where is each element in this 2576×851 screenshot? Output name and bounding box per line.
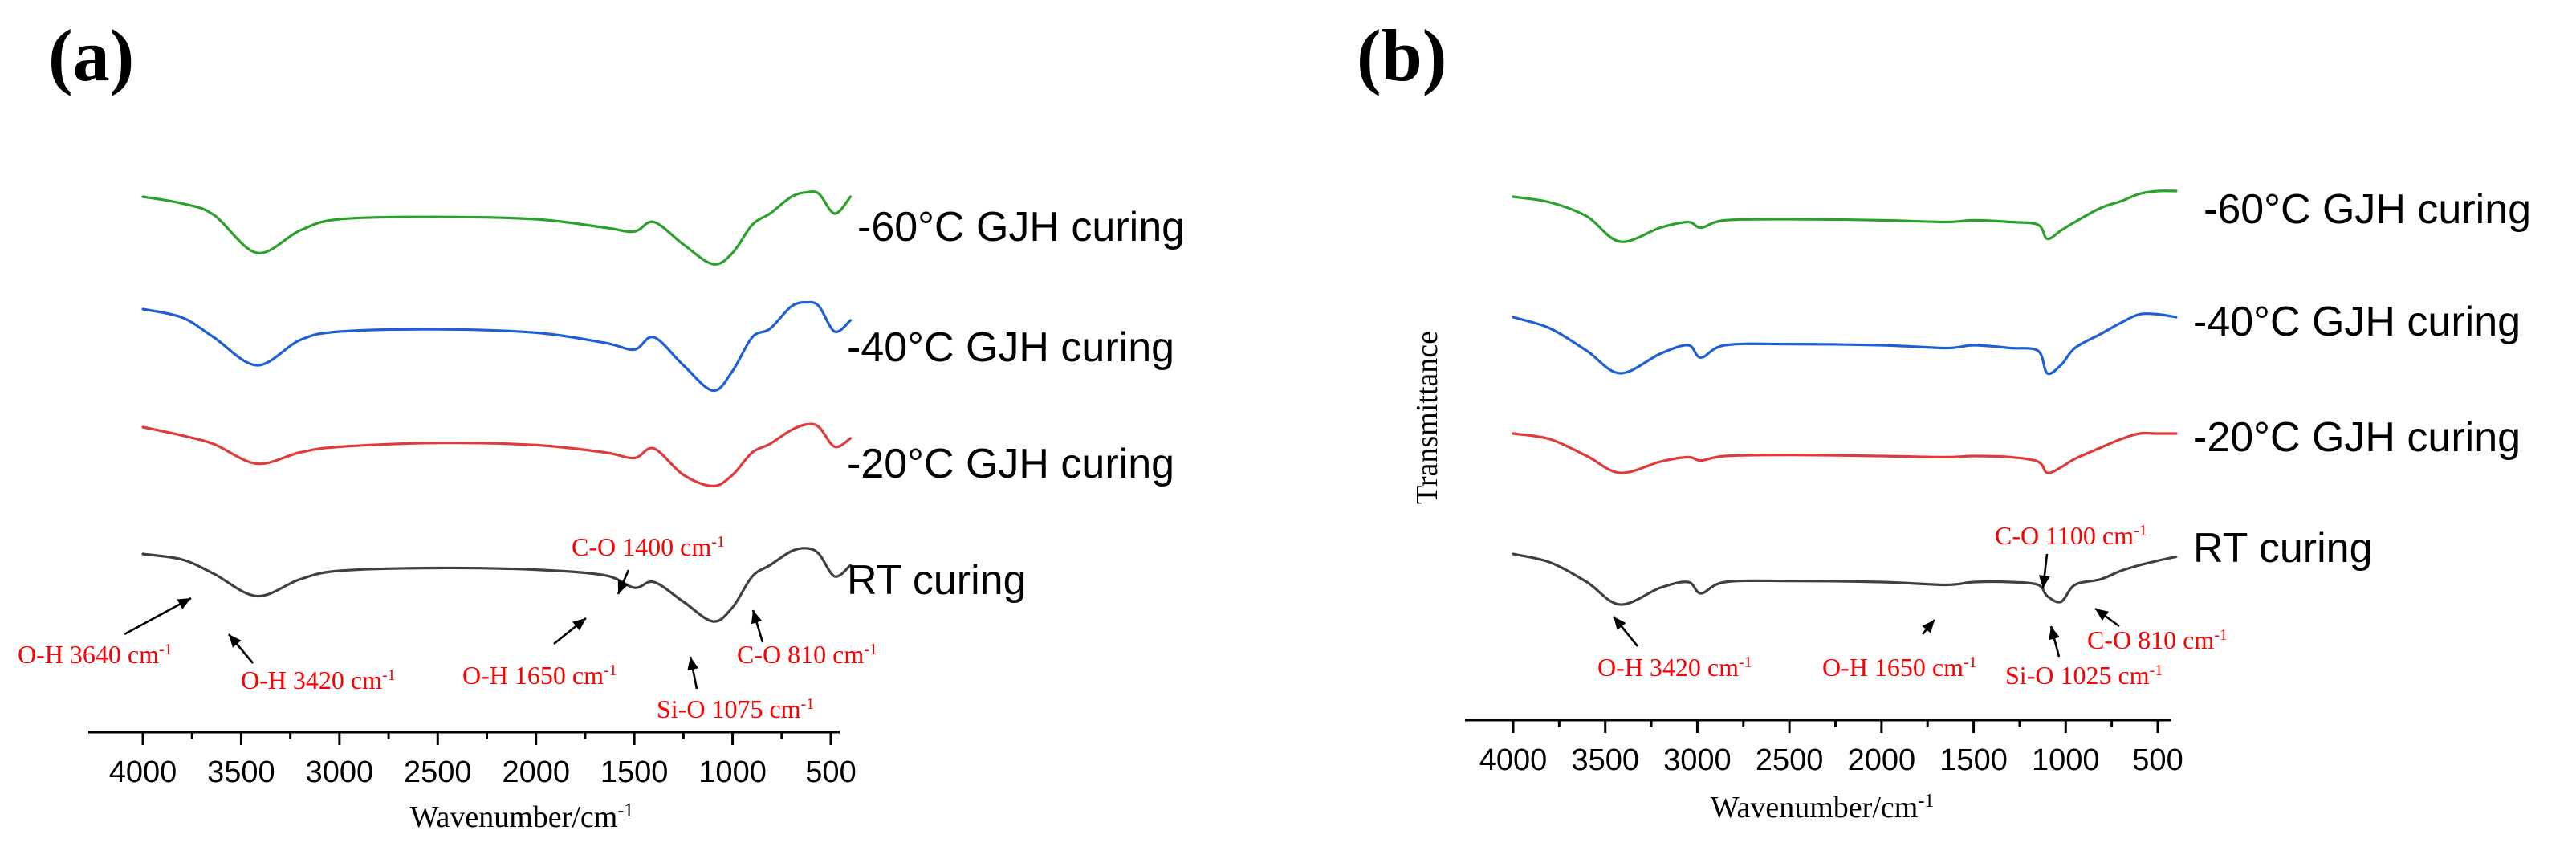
peak-annotation: C-O 1400 cm-1 <box>572 532 725 561</box>
x-tick-label: 2500 <box>404 755 472 789</box>
x-tick-label: 500 <box>805 755 856 789</box>
series-label: -60°C GJH curing <box>2204 186 2531 233</box>
series-label: -40°C GJH curing <box>2193 299 2521 345</box>
series-line <box>1512 552 2178 606</box>
x-tick-label: 2500 <box>1756 743 1824 777</box>
peak-annotation: O-H 3420 cm-1 <box>1597 653 1752 682</box>
series-label: RT curing <box>847 557 1027 604</box>
peak-annotation: O-H 3420 cm-1 <box>241 666 396 694</box>
series-line <box>1512 189 2178 243</box>
x-tick-label: 3500 <box>207 755 275 789</box>
x-tick-label: 2000 <box>1848 743 1916 777</box>
arrow-head <box>177 598 191 609</box>
x-tick-label: 1500 <box>600 755 669 789</box>
series-label: RT curing <box>2193 525 2373 572</box>
series-line <box>141 422 853 488</box>
panel-b: (b) 4000 3500 3000 2500 2000 1500 1000 500 Wavenu… <box>1357 14 2531 825</box>
x-axis-title: Wavenumber/cm-1 <box>410 800 634 834</box>
series-label: -20°C GJH curing <box>2193 414 2521 461</box>
arrow-head <box>2049 626 2060 641</box>
panel-a: (a) 4000 3500 3000 2500 2000 1500 1000 500 Wavenu… <box>18 14 1185 834</box>
x-tick-label: 1000 <box>698 755 767 789</box>
x-axis-title: Wavenumber/cm-1 <box>1711 791 1935 825</box>
series-line <box>1512 431 2178 474</box>
y-axis-title: Transmittance <box>1410 331 1444 504</box>
x-tick-label: 1500 <box>1939 743 2008 777</box>
x-tick-label: 2000 <box>502 755 570 789</box>
x-tick-label: 4000 <box>109 755 177 789</box>
x-tick-label: 1000 <box>2032 743 2100 777</box>
peak-annotation: O-H 1650 cm-1 <box>1822 653 1977 682</box>
arrow-head <box>687 657 698 671</box>
series-line <box>1512 311 2178 376</box>
peak-annotation: C-O 810 cm-1 <box>2087 625 2228 654</box>
peak-annotation: C-O 1100 cm-1 <box>1995 521 2147 550</box>
panel-label: (b) <box>1357 14 1447 96</box>
series-line <box>141 300 853 393</box>
series-label: -20°C GJH curing <box>847 441 1174 487</box>
arrow-head <box>2095 609 2109 621</box>
peak-annotation: Si-O 1025 cm-1 <box>2005 661 2163 690</box>
x-tick-label: 3000 <box>306 755 374 789</box>
arrow-head <box>617 580 629 594</box>
peak-annotation: O-H 1650 cm-1 <box>462 661 617 690</box>
peak-annotation: O-H 3640 cm-1 <box>18 640 173 669</box>
peak-annotation: Si-O 1075 cm-1 <box>657 694 814 723</box>
arrow-head <box>1614 617 1626 630</box>
x-tick-label: 4000 <box>1479 743 1548 777</box>
x-tick-label: 3500 <box>1571 743 1639 777</box>
arrow-head <box>2038 575 2050 588</box>
series-label: -60°C GJH curing <box>857 204 1185 250</box>
panel-label: (a) <box>48 14 134 96</box>
series-label: -40°C GJH curing <box>847 324 1174 371</box>
peak-annotation: C-O 810 cm-1 <box>737 640 877 669</box>
arrow-head <box>572 618 586 631</box>
series-line <box>141 189 853 266</box>
arrow-head <box>751 610 763 625</box>
arrow-head <box>229 634 242 648</box>
x-tick-label: 500 <box>2132 743 2183 777</box>
series-line <box>141 547 853 623</box>
arrow-head <box>1922 620 1935 633</box>
x-tick-label: 3000 <box>1663 743 1732 777</box>
